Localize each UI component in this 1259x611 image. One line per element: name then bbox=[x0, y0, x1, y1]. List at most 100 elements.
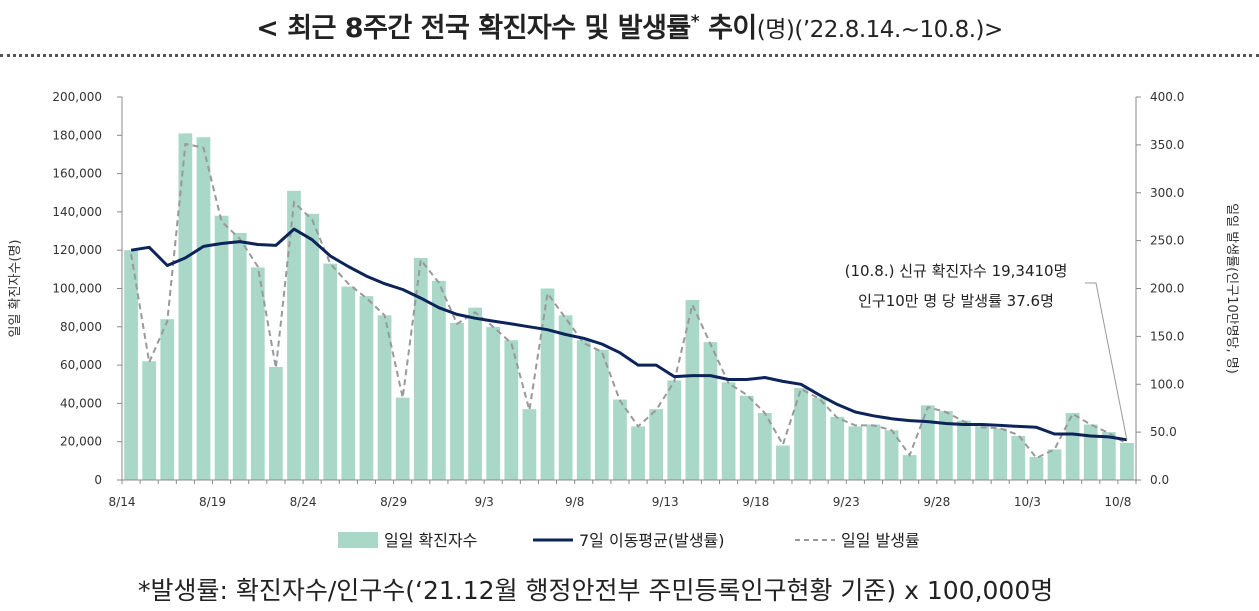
bar-9/13 bbox=[667, 380, 682, 480]
legend-label-average: 7일 이동평균(발생률) bbox=[579, 531, 725, 550]
y-tick-label: 60,000 bbox=[60, 358, 102, 372]
y-axis-title: 일일 확진자수(명) bbox=[8, 240, 23, 338]
x-tick-label: 9/3 bbox=[474, 495, 493, 509]
bar-8/15 bbox=[142, 361, 157, 480]
bar-10/1 bbox=[993, 428, 1008, 480]
bar-9/28 bbox=[938, 411, 953, 480]
title-trend: 추이 bbox=[699, 13, 757, 44]
annotation-leader-line bbox=[1085, 282, 1128, 441]
bar-9/25 bbox=[884, 430, 899, 480]
x-tick-label: 10/3 bbox=[1014, 495, 1041, 509]
x-tick-label: 9/23 bbox=[833, 495, 860, 509]
bar-9/1 bbox=[450, 322, 464, 480]
bar-9/5 bbox=[522, 409, 537, 480]
bar-8/21 bbox=[250, 267, 265, 480]
bar-8/26 bbox=[341, 286, 356, 480]
bar-8/23 bbox=[287, 190, 301, 480]
bar-9/3 bbox=[486, 326, 501, 480]
y-tick-label: 200,000 bbox=[52, 90, 102, 104]
bar-9/11 bbox=[631, 426, 645, 480]
x-tick-label: 10/8 bbox=[1104, 495, 1131, 509]
y-tick-label: 160,000 bbox=[52, 167, 102, 181]
combo-chart: 0 20,000 40,000 60,000 80,000 100,000 120,000 1… bbox=[8, 90, 1239, 550]
x-tick-label: 9/28 bbox=[923, 495, 950, 509]
bar-10/3 bbox=[1029, 457, 1044, 480]
bar-9/16 bbox=[721, 382, 736, 480]
bar-9/24 bbox=[866, 424, 881, 480]
chart-title: < 최근 8주간 전국 확진자수 및 발생률* 추이(명)(’22.8.14.~… bbox=[0, 6, 1259, 45]
bar-8/18 bbox=[196, 137, 211, 480]
bar-10/5 bbox=[1065, 412, 1080, 480]
bar-9/12 bbox=[649, 409, 664, 480]
legend-swatch-bar bbox=[338, 532, 378, 548]
y2-tick-label: 0.0 bbox=[1150, 473, 1169, 487]
y2-tick-label: 100.0 bbox=[1150, 377, 1184, 391]
bar-8/25 bbox=[323, 263, 338, 480]
y-tick-label: 180,000 bbox=[52, 128, 102, 142]
bar-8/27 bbox=[359, 296, 374, 480]
x-tick-label: 8/14 bbox=[109, 495, 136, 509]
title-asterisk: * bbox=[690, 12, 700, 32]
bar-9/8 bbox=[576, 340, 591, 480]
bar-series bbox=[124, 133, 1134, 481]
y-tick-label: 100,000 bbox=[52, 282, 102, 296]
bar-10/4 bbox=[1047, 449, 1062, 480]
bar-9/10 bbox=[613, 399, 627, 480]
bar-9/21 bbox=[812, 397, 827, 480]
legend-label-bar: 일일 확진자수 bbox=[384, 531, 477, 550]
bar-8/22 bbox=[269, 367, 283, 480]
y2-tick-label: 300.0 bbox=[1150, 186, 1184, 200]
bar-10/2 bbox=[1011, 435, 1026, 480]
bar-9/18 bbox=[757, 412, 772, 480]
y2-tick-label: 150.0 bbox=[1150, 329, 1184, 343]
bar-9/7 bbox=[558, 315, 573, 480]
bar-8/29 bbox=[395, 397, 410, 480]
bar-8/31 bbox=[431, 280, 446, 480]
y2-tick-label: 250.0 bbox=[1150, 234, 1184, 248]
x-tick-label: 8/24 bbox=[290, 495, 317, 509]
bar-9/30 bbox=[975, 426, 989, 480]
y-tick-label: 40,000 bbox=[60, 396, 102, 410]
bar-9/23 bbox=[848, 426, 863, 480]
y2-axis-title: 일일 발생률(인구10만명당, 명) bbox=[1224, 203, 1239, 374]
y2-tick-label: 200.0 bbox=[1150, 282, 1184, 296]
y2-tick-label: 400.0 bbox=[1150, 90, 1184, 104]
bar-8/28 bbox=[377, 315, 392, 480]
bar-9/22 bbox=[830, 416, 845, 480]
moving-average-line bbox=[130, 227, 1128, 442]
footnote: *발생률: 확진자수/인구수(‘21.12월 행정안전부 주민등록인구현황 기준… bbox=[138, 576, 1054, 605]
bar-9/15 bbox=[703, 342, 718, 480]
bar-9/14 bbox=[685, 299, 700, 480]
chart-axes: 0 20,000 40,000 60,000 80,000 100,000 120,000 1… bbox=[8, 90, 1239, 509]
line-series bbox=[130, 142, 1128, 460]
dotted-divider bbox=[0, 54, 1259, 57]
bar-9/17 bbox=[739, 395, 754, 480]
legend-label-daily-rate: 일일 발생률 bbox=[841, 531, 920, 550]
y-tick-label: 120,000 bbox=[52, 243, 102, 257]
bar-9/6 bbox=[540, 288, 555, 480]
bar-8/19 bbox=[214, 215, 229, 481]
y2-tick-label: 350.0 bbox=[1150, 138, 1184, 152]
y-tick-label: 140,000 bbox=[52, 205, 102, 219]
bar-9/4 bbox=[504, 340, 519, 480]
bar-9/19 bbox=[776, 445, 790, 480]
bar-8/30 bbox=[413, 257, 428, 480]
y2-tick-label: 50.0 bbox=[1150, 425, 1177, 439]
bar-10/7 bbox=[1101, 432, 1116, 480]
annotation-line1: (10.8.) 신규 확진자수 19,3410명 bbox=[845, 262, 1068, 280]
legend: 일일 확진자수 7일 이동평균(발생률) 일일 발생률 bbox=[338, 531, 920, 550]
bar-8/16 bbox=[160, 319, 175, 480]
bar-9/2 bbox=[468, 307, 482, 480]
annotation-line2: 인구10만 명 당 발생률 37.6명 bbox=[858, 292, 1054, 310]
title-main: < 최근 8주간 전국 확진자수 및 발생률 bbox=[256, 13, 691, 44]
title-suffix: (명)(’22.8.14.~10.8.)> bbox=[756, 17, 1004, 43]
x-tick-label: 9/13 bbox=[652, 495, 679, 509]
bar-8/20 bbox=[232, 232, 247, 480]
bar-10/8 bbox=[1120, 442, 1134, 480]
bar-9/26 bbox=[902, 455, 917, 480]
bar-8/24 bbox=[305, 213, 320, 480]
bar-8/17 bbox=[178, 133, 193, 480]
bar-9/27 bbox=[920, 405, 935, 480]
y-tick-label: 80,000 bbox=[60, 320, 102, 334]
